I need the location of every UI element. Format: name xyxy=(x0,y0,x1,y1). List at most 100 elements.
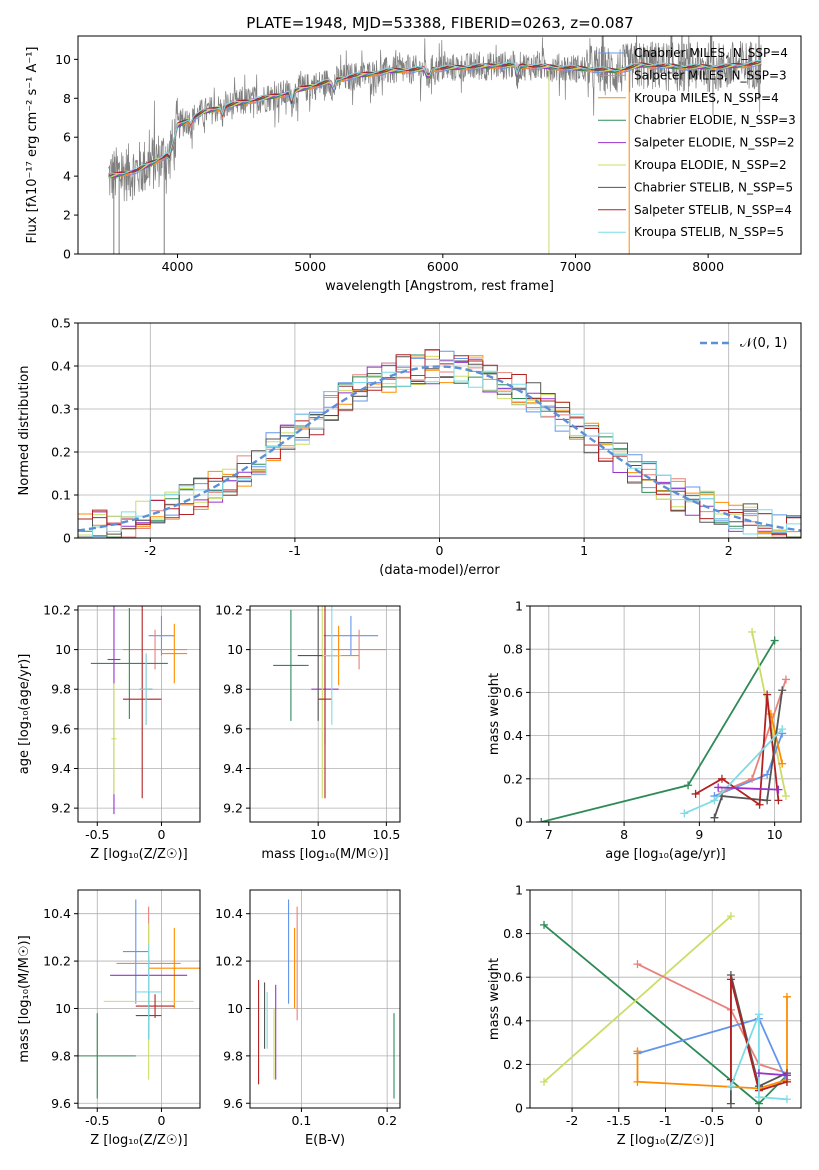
data-point-salpeter-miles xyxy=(122,629,188,670)
x-tick-label: -1 xyxy=(659,1113,671,1128)
legend-entry-kroupa-stelib: Kroupa STELIB, N_SSP=5 xyxy=(634,225,784,239)
y-tick-label: 10.4 xyxy=(43,906,71,921)
series-kroupa-stelib xyxy=(726,1010,791,1104)
panel-residuals: -2 -1 0 1 2 0 0.1 0.2 0.3 0.4 0.5 (data-model)/erro… xyxy=(17,316,802,578)
plot-area xyxy=(90,606,188,815)
x-tick-label: 0 xyxy=(436,543,444,558)
series-marker xyxy=(726,975,735,984)
series-line xyxy=(758,1072,788,1077)
x-tick-label: 1 xyxy=(580,543,588,558)
data-point-chabrier-miles xyxy=(122,899,149,1004)
plot-area xyxy=(78,349,801,538)
data-point-chabrier-elodie xyxy=(90,607,168,719)
model-kroupa-miles xyxy=(108,62,762,177)
y-tick-label: 9.6 xyxy=(51,721,71,736)
y-tick-label: 0 xyxy=(515,815,523,830)
y-tick-label: 4 xyxy=(63,169,71,184)
panel-weight-vs-age: 7 8 9 10 0 0.2 0.4 0.6 0.8 1 age [log₁₀(age/yr)] ma… xyxy=(487,599,802,862)
series-marker xyxy=(537,818,546,822)
series-line xyxy=(770,713,784,764)
y-tick-label: 10 xyxy=(227,642,243,657)
y-tick-label: 0.2 xyxy=(503,771,523,786)
y-tick-label: 9.6 xyxy=(223,721,243,736)
panel-mass-vs-Z: -0.5 0 9.6 9.8 10 10.2 10.4 Z [log₁₀(Z/Z☉)] mass… xyxy=(17,889,201,1148)
axes-frame xyxy=(77,889,201,1109)
y-tick-label: 9.8 xyxy=(223,682,243,697)
data-point-kroupa-miles xyxy=(161,623,188,684)
x-tick-label: 7000 xyxy=(560,259,592,274)
axes-frame xyxy=(77,35,802,255)
y-tick-label: 2 xyxy=(63,208,71,223)
plot-area xyxy=(537,627,790,822)
series-line xyxy=(730,1013,788,1101)
series-marker xyxy=(710,796,719,805)
legend-entry-chabrier-stelib: Chabrier STELIB, N_SSP=5 xyxy=(634,180,793,194)
legend-entry-kroupa-elodie: Kroupa ELODIE, N_SSP=2 xyxy=(634,158,787,172)
series-marker xyxy=(774,796,783,805)
series-marker xyxy=(778,725,787,734)
series-marker xyxy=(691,789,700,798)
panel-age-vs-mass: 10 10.5 9.2 9.4 9.6 9.8 10 10.2 mass [log₁₀(M/M☉… xyxy=(215,602,401,862)
y-axis-label: mass [log₁₀(M/M☉)] xyxy=(17,935,32,1062)
y-tick-label: 10.2 xyxy=(43,954,71,969)
x-tick-label: -1.5 xyxy=(607,1113,631,1128)
x-tick-label: 0 xyxy=(157,827,165,842)
series-marker xyxy=(763,690,772,699)
x-axis-label: Z [log₁₀(Z/Z☉)] xyxy=(617,1133,714,1148)
normal-curve xyxy=(78,365,801,532)
data-point-kroupa-stelib xyxy=(322,606,342,725)
series-marker xyxy=(774,785,783,794)
series-line xyxy=(718,786,779,791)
x-axis-label: Z [log₁₀(Z/Z☉)] xyxy=(90,847,187,862)
series-line xyxy=(543,915,732,1083)
series-chabrier-stelib xyxy=(710,686,787,822)
x-tick-label: -0.5 xyxy=(85,1113,109,1128)
y-tick-label: 0.3 xyxy=(51,402,71,417)
y-axis-label: mass weight xyxy=(487,958,502,1040)
data-point-kroupa-stelib xyxy=(139,653,153,725)
y-tick-label: 0.4 xyxy=(51,359,71,374)
data-point-chabrier-elodie xyxy=(78,1013,136,1099)
x-axis-label: mass [log₁₀(M/M☉)] xyxy=(261,847,388,862)
y-tick-label: 8 xyxy=(63,91,71,106)
y-tick-label: 9.8 xyxy=(51,1048,71,1063)
series-line xyxy=(713,690,784,818)
series-marker xyxy=(726,912,735,921)
axes-frame xyxy=(529,605,802,823)
series-marker xyxy=(782,992,791,1001)
x-tick-label: 0 xyxy=(157,1113,165,1128)
x-tick-label: 8000 xyxy=(692,259,724,274)
series-marker xyxy=(782,1095,791,1104)
y-tick-label: 9.2 xyxy=(51,801,71,816)
y-tick-label: 9.6 xyxy=(51,1096,71,1111)
x-tick-label: 7 xyxy=(545,827,553,842)
series-marker xyxy=(763,796,772,805)
y-tick-label: 10.2 xyxy=(43,602,71,617)
x-tick-label: -1 xyxy=(289,543,301,558)
series-line xyxy=(541,640,776,822)
y-axis-label: mass weight xyxy=(487,673,502,755)
x-tick-label: 0.1 xyxy=(291,1113,311,1128)
series-chabrier-elodie xyxy=(537,636,779,822)
y-axis-label: age [log₁₀(age/yr)] xyxy=(17,654,32,775)
series-marker xyxy=(540,920,549,929)
axes-frame xyxy=(249,605,401,823)
series-marker xyxy=(754,1069,763,1078)
residual-histogram-kroupa-stelib xyxy=(78,359,801,538)
y-tick-label: 0.6 xyxy=(503,970,523,985)
y-tick-label: 0.4 xyxy=(503,728,523,743)
x-axis-label: E(B-V) xyxy=(305,1133,345,1148)
series-marker xyxy=(717,774,726,783)
y-tick-label: 10 xyxy=(227,1001,243,1016)
x-axis-label: wavelength [Angstrom, rest frame] xyxy=(325,279,554,294)
model-kroupa-elodie xyxy=(108,62,762,178)
series-marker xyxy=(633,1077,642,1086)
legend-entry-salpeter-elodie: Salpeter ELODIE, N_SSP=2 xyxy=(634,136,795,150)
y-tick-label: 10.4 xyxy=(215,906,243,921)
y-tick-label: 6 xyxy=(63,130,71,145)
y-tick-label: 9.8 xyxy=(51,682,71,697)
legend-entry-chabrier-miles: Chabrier MILES, N_SSP=4 xyxy=(634,46,788,60)
y-tick-label: 9.2 xyxy=(223,801,243,816)
